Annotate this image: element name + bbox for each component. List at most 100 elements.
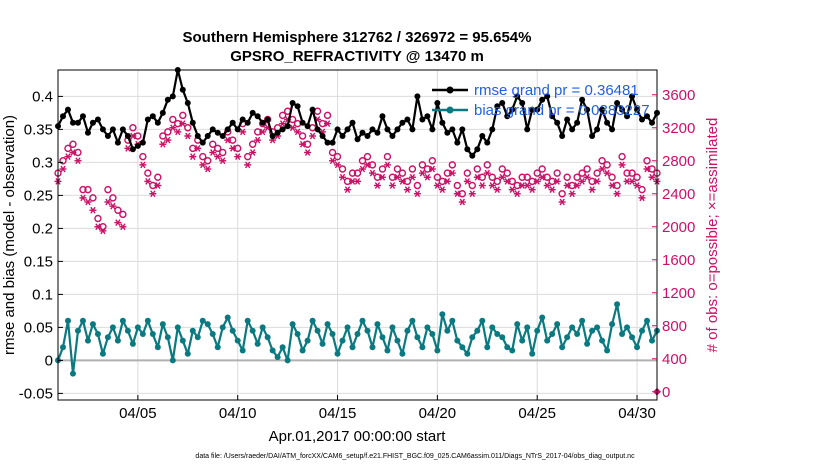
assimilated-obs-point (304, 149, 312, 156)
rmse-point (299, 119, 306, 126)
x-tick-label: 04/25 (518, 405, 556, 422)
x-tick-label: 04/10 (219, 405, 257, 422)
assimilated-obs-point (598, 165, 606, 173)
possible-obs-point (608, 173, 616, 181)
bias-point (639, 327, 646, 334)
possible-obs-point (573, 173, 581, 181)
legend-bias-label: bias grand pr = 0.0383227 (474, 102, 650, 119)
footer-datafile: data file: /Users/raeder/DAI/ATM_forcXX/… (195, 453, 635, 460)
bias-point (354, 331, 361, 337)
assimilated-obs-point (593, 177, 601, 185)
rmse-point (459, 126, 466, 133)
assimilated-obs-point (109, 202, 117, 210)
rmse-point (244, 119, 251, 126)
possible-obs-point (129, 124, 137, 132)
x-tick-label: 04/30 (618, 405, 656, 422)
series-assimilated-obs (54, 116, 661, 235)
bias-point (174, 324, 181, 331)
assimilated-obs-point (209, 149, 217, 156)
assimilated-obs-point (174, 128, 182, 136)
bias-point (164, 334, 171, 341)
bias-point (499, 334, 506, 341)
assimilated-obs-point (648, 173, 656, 181)
bias-point (454, 337, 461, 344)
possible-obs-point (383, 152, 392, 161)
plot-frame (57, 69, 658, 401)
rmse-point (544, 93, 551, 100)
bias-point (204, 321, 211, 328)
assimilated-obs-point (538, 173, 546, 181)
assimilated-obs-point (578, 177, 586, 185)
bias-point (379, 334, 386, 341)
right-tick-label: 2800 (662, 153, 695, 170)
rmse-point (139, 139, 146, 146)
rmse-point (604, 119, 611, 126)
rmse-point (514, 93, 521, 100)
possible-obs-point (204, 157, 212, 165)
assimilated-obs-point (643, 165, 651, 173)
possible-obs-point (298, 132, 307, 140)
bias-point (309, 317, 316, 324)
grid (58, 70, 657, 400)
assimilated-obs-point (214, 153, 222, 161)
assimilated-obs-point (463, 177, 471, 185)
assimilated-obs-point (553, 177, 561, 185)
possible-obs-point (248, 140, 257, 148)
possible-obs-point (578, 169, 586, 177)
bias-point (269, 347, 276, 354)
right-tick-label: 400 (662, 351, 687, 368)
possible-obs-point (518, 173, 526, 181)
possible-obs-point (164, 128, 172, 136)
possible-obs-point (483, 161, 491, 169)
possible-obs-point (488, 173, 496, 181)
assimilated-obs-point (393, 173, 401, 181)
rmse-point (449, 126, 456, 133)
bias-point (649, 337, 656, 344)
rmse-point (349, 119, 356, 126)
possible-obs-point (69, 140, 77, 148)
bias-point (89, 321, 96, 328)
bias-point (539, 314, 546, 321)
possible-obs-point (358, 157, 367, 165)
assimilated-obs-point (583, 173, 591, 181)
rmse-point (294, 103, 301, 110)
bias-point (284, 357, 291, 364)
bias-point (589, 327, 596, 334)
possible-obs-point (603, 161, 611, 169)
bias-point (484, 344, 491, 351)
rmse-point (494, 103, 501, 110)
chart-title: Southern Hemisphere 312762 / 326972 = 95… (183, 29, 532, 46)
bias-point (219, 324, 226, 331)
assimilated-obs-point (339, 173, 347, 181)
possible-obs-point (618, 152, 626, 161)
bias-point (294, 331, 301, 337)
assimilated-obs-point (408, 173, 416, 181)
possible-obs-point (593, 169, 601, 177)
bias-point (304, 337, 311, 344)
bias-point (169, 357, 176, 364)
assimilated-obs-point (354, 177, 361, 185)
assimilated-obs-point (563, 182, 571, 189)
possible-obs-point (219, 148, 227, 157)
possible-obs-point (338, 165, 347, 173)
bias-point (314, 327, 321, 334)
possible-obs-point (413, 181, 422, 190)
rmse-point (199, 139, 206, 146)
assimilated-obs-point (79, 194, 87, 202)
assimilated-obs-point (488, 182, 496, 189)
rmse-point (599, 106, 606, 113)
rmse-point (279, 126, 286, 133)
bias-point (129, 340, 136, 347)
bias-point (259, 324, 266, 331)
rmse-point (179, 86, 186, 93)
rmse-point (164, 96, 171, 103)
bias-point (99, 350, 106, 357)
rmse-point (254, 113, 261, 120)
x-axis-ticks: 04/05 04/10 04/15 04/20 04/25 04/30 (119, 395, 656, 422)
rmse-point (649, 119, 656, 126)
assimilated-obs-point (104, 198, 112, 206)
possible-obs-point (553, 169, 561, 177)
bias-point (319, 340, 326, 347)
possible-obs-point (214, 144, 222, 153)
rmse-point (89, 119, 96, 126)
